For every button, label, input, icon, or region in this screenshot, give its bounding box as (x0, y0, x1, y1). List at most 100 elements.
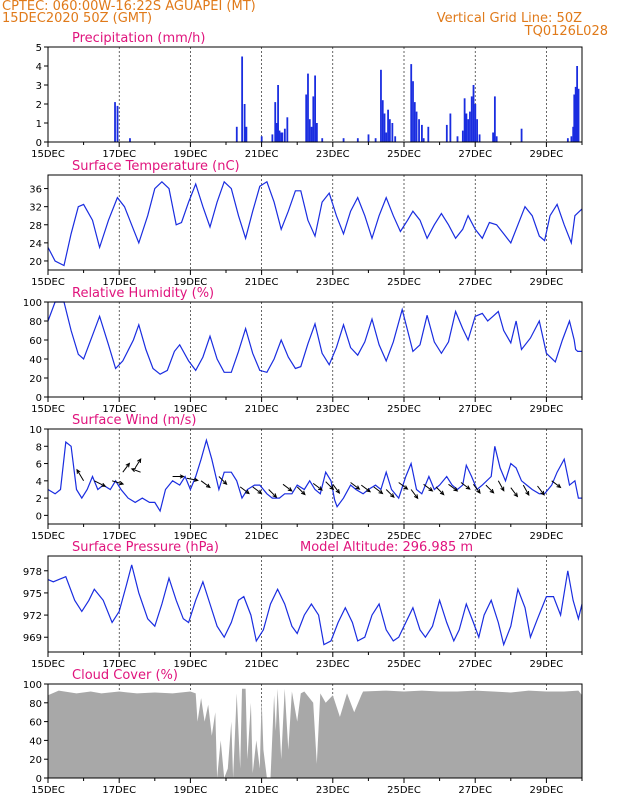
header-grid-line: Vertical Grid Line: 50Z (436, 11, 582, 26)
pres-xtick-label-1: 17DEC (102, 659, 136, 670)
temp-xtick-label-0: 15DEC (31, 277, 65, 288)
precip-bar-32 (385, 132, 388, 142)
precip-bar-66 (574, 86, 577, 142)
precip-bar-42 (421, 124, 423, 142)
precip-bar-64 (572, 126, 575, 142)
precip-xtick-label-2: 19DEC (174, 149, 208, 160)
cloud-xtick-label-5: 25DEC (387, 785, 421, 796)
wind-arrow-5 (130, 468, 141, 473)
pres-xtick-label-3: 21DEC (245, 659, 279, 670)
header-model-id: TQ0126L028 (524, 24, 608, 39)
precip-bar-44 (427, 126, 430, 142)
temp-ytick-label-1: 24 (29, 239, 42, 250)
wind-xtick-label-3: 21DEC (245, 531, 279, 542)
cloud-frame (47, 683, 583, 779)
wind-ytick-label-5: 10 (29, 425, 42, 436)
pres-xtick-label-0: 15DEC (31, 659, 65, 670)
pres-xtick-label-4: 23DEC (316, 659, 350, 670)
cloud-xtick-label-0: 15DEC (31, 785, 65, 796)
precip-bar-47 (456, 136, 459, 142)
cloud-xtick-label-1: 17DEC (102, 785, 136, 796)
wind-xtick-label-6: 27DEC (458, 531, 492, 542)
precip-bar-45 (445, 124, 448, 142)
precip-bar-37 (410, 64, 413, 142)
rh-series-line (47, 301, 582, 375)
wind-arrow-33 (537, 485, 545, 496)
wind-arrow-15 (312, 483, 323, 491)
precip-bar-1 (116, 105, 119, 142)
precip-ytick-label-5: 5 (36, 43, 42, 54)
precip-bar-2 (129, 138, 131, 142)
precip-bar-59 (493, 96, 496, 142)
wind-xtick-label-2: 19DEC (174, 531, 208, 542)
precip-bar-67 (576, 66, 579, 142)
wind-arrow-32 (522, 484, 530, 497)
wind-arrow-6 (172, 474, 185, 479)
wind-arrow-28 (473, 484, 481, 495)
pres-xtick-label-7: 29DEC (530, 659, 564, 670)
wind-arrow-19 (361, 484, 372, 493)
rh-ytick-label-4: 80 (29, 317, 42, 328)
temp-ytick-label-0: 20 (29, 257, 42, 268)
wind-arrow-30 (497, 480, 505, 492)
wind-series-line (47, 437, 582, 513)
cloud-ytick-label-5: 100 (23, 680, 42, 691)
pres-ytick-label-3: 978 (23, 567, 42, 578)
pres-ytick-label-2: 975 (23, 589, 42, 600)
rh-xtick-label-3: 21DEC (245, 404, 279, 415)
wind-arrow-7 (186, 477, 199, 482)
wind-arrow-8 (200, 480, 211, 489)
wind-arrow-20 (373, 486, 384, 495)
precip-bar-10 (275, 123, 278, 142)
precip-bar-46 (449, 113, 452, 142)
cloud-ytick-label-2: 40 (29, 736, 42, 747)
wind-xtick-label-4: 23DEC (316, 531, 350, 542)
wind-xtick-label-7: 29DEC (530, 531, 564, 542)
precip-bar-18 (307, 73, 309, 142)
precip-bar-30 (381, 100, 384, 142)
wind-arrow-24 (423, 483, 434, 492)
precip-bar-25 (342, 138, 345, 142)
cloud-ytick-label-3: 60 (29, 718, 42, 729)
cloud-title: Cloud Cover (%) (72, 668, 178, 683)
precip-bar-14 (281, 132, 284, 142)
precip-bar-49 (463, 98, 466, 142)
cloud-xtick-label-6: 27DEC (458, 785, 492, 796)
precip-xtick-label-6: 27DEC (458, 149, 492, 160)
wind-arrow-10 (239, 486, 250, 495)
precip-bar-9 (274, 102, 277, 142)
wind-arrow-26 (448, 483, 459, 492)
rh-xtick-label-2: 19DEC (174, 404, 208, 415)
precip-xtick-label-0: 15DEC (31, 149, 65, 160)
precip-bar-57 (478, 134, 481, 142)
cloud-xtick-label-2: 19DEC (174, 785, 208, 796)
precip-bar-12 (278, 130, 281, 142)
wind-ytick-label-0: 0 (36, 511, 42, 522)
temp-xtick-label-2: 19DEC (174, 277, 208, 288)
precip-ytick-label-4: 4 (36, 62, 42, 73)
temp-ytick-label-2: 28 (29, 221, 42, 232)
wind-xtick-label-1: 17DEC (102, 531, 136, 542)
wind-ytick-label-2: 4 (36, 477, 42, 488)
precip-xtick-label-3: 21DEC (245, 149, 279, 160)
precip-bar-29 (380, 69, 382, 142)
wind-arrow-14 (296, 486, 306, 496)
precip-bar-39 (413, 102, 416, 142)
rh-ytick-label-3: 60 (29, 336, 42, 347)
precip-xtick-label-1: 17DEC (102, 149, 136, 160)
precip-bar-48 (461, 130, 464, 142)
precip-bar-55 (474, 104, 477, 142)
precip-bar-43 (422, 138, 425, 142)
wind-arrow-2 (111, 480, 125, 486)
precip-bar-65 (573, 94, 576, 142)
precip-bar-3 (235, 126, 238, 142)
temp-xtick-label-5: 25DEC (387, 277, 421, 288)
rh-xtick-label-0: 15DEC (31, 404, 65, 415)
cloud-area (48, 688, 582, 778)
precip-bar-11 (277, 85, 279, 142)
precip-bar-60 (495, 136, 498, 142)
precip-bar-0 (114, 102, 116, 142)
wind-arrow-23 (410, 489, 419, 500)
precip-bar-20 (310, 126, 313, 142)
